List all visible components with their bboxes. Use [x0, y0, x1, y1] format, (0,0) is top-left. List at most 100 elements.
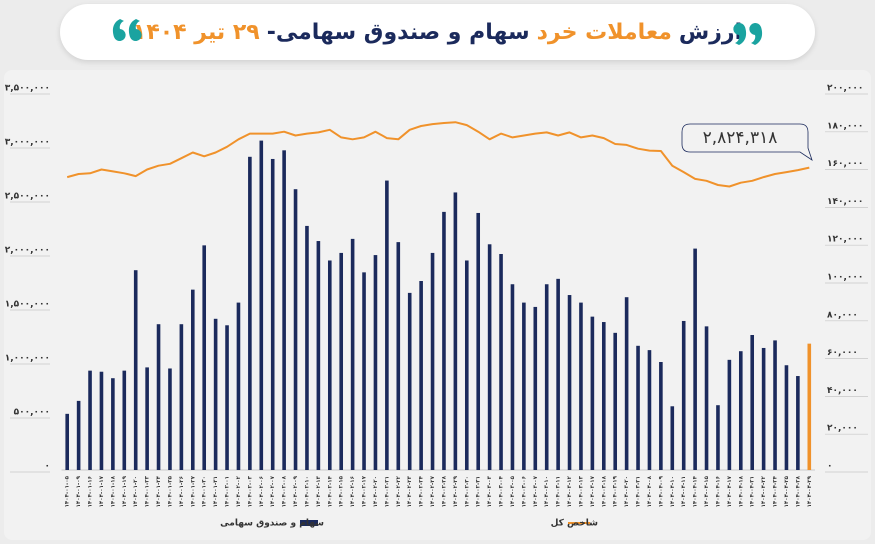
x-tick-label: ۱۴۰۴-۰۲-۲۸ — [442, 475, 448, 507]
x-tick-label: ۱۴۰۴-۰۲-۰۸ — [282, 475, 288, 507]
bar — [179, 324, 184, 470]
x-tick-label: ۱۴۰۴-۰۲-۲۲ — [396, 475, 402, 507]
bar — [396, 242, 401, 470]
bar — [99, 371, 104, 470]
x-tick-label: ۱۴۰۴-۰۳-۰۵ — [510, 475, 516, 507]
quote-icon — [112, 19, 142, 41]
quote-icon — [733, 23, 763, 45]
bar — [727, 359, 732, 470]
bar — [796, 376, 800, 470]
x-tick-label: ۱۴۰۴-۰۳-۲۰ — [624, 476, 630, 507]
annotation: ۲,۸۲۴,۳۱۸ — [703, 128, 778, 148]
bar — [133, 270, 138, 470]
bar — [282, 150, 286, 470]
chart-title: ارزش معاملات خرد سهام و صندوق سهامی- ۲۹ تیر… — [60, 4, 815, 60]
bar — [442, 211, 446, 470]
bar — [750, 335, 755, 470]
x-tick-label: ۱۴۰۴-۰۱-۲۵ — [168, 475, 174, 507]
x-tick-label: ۱۴۰۴-۰۴-۱۴ — [693, 475, 699, 507]
y2-tick-label: ۴۰,۰۰۰ — [827, 386, 858, 396]
bar — [807, 343, 812, 470]
bar — [556, 278, 560, 470]
x-tick-label: ۱۴۰۴-۰۱-۲۴ — [156, 475, 162, 507]
x-tick-label: ۱۴۰۴-۰۴-۰۹ — [658, 475, 664, 507]
bar — [773, 340, 777, 470]
x-tick-label: ۱۴۰۴-۰۴-۱۰ — [670, 476, 676, 507]
x-tick-label: ۱۴۰۴-۰۳-۰۶ — [521, 476, 527, 507]
bar — [487, 244, 492, 470]
chart-background — [4, 70, 871, 540]
x-tick-label: ۱۴۰۴-۰۳-۱۸ — [601, 475, 607, 507]
x-tick-label: ۱۴۰۴-۰۱-۳۱ — [213, 476, 219, 507]
title-part: سهام و صندوق سهامی- — [266, 19, 530, 45]
bar — [202, 245, 207, 470]
bar — [111, 378, 115, 470]
bar — [533, 306, 538, 470]
x-tick-label: ۱۴۰۴-۰۲-۱۴ — [327, 475, 333, 507]
x-tick-label: ۱۴۰۴-۰۴-۱۱ — [681, 476, 687, 507]
bar — [293, 189, 298, 470]
x-tick-label: ۱۴۰۴-۰۳-۰۴ — [499, 475, 505, 507]
x-tick-label: ۱۴۰۴-۰۱-۲۷ — [190, 475, 196, 507]
x-tick-label: ۱۴۰۴-۰۴-۱۶ — [716, 476, 722, 507]
y2-tick-label: ۱۸۰,۰۰۰ — [827, 121, 863, 131]
y2-tick-label: ۱۴۰,۰۰۰ — [827, 197, 863, 207]
bar — [122, 370, 127, 470]
legend-label: سهام و صندوق سهامی — [220, 519, 324, 529]
x-tick-label: ۱۴۰۴-۰۱-۲۳ — [145, 475, 151, 507]
bar — [601, 322, 606, 470]
bar — [156, 324, 161, 470]
bar — [453, 192, 458, 470]
x-tick-label: ۱۴۰۴-۰۲-۱۳ — [316, 475, 322, 507]
bar — [716, 405, 720, 470]
bar — [65, 413, 70, 470]
x-tick-label: ۱۴۰۴-۰۳-۲۱ — [636, 476, 642, 507]
x-tick-label: ۱۴۰۴-۰۴-۲۱ — [750, 476, 756, 507]
y2-tick-label: ۱۰۰,۰۰۰ — [827, 273, 863, 283]
bar — [579, 302, 583, 470]
bar — [419, 281, 423, 470]
x-tick-label: ۱۴۰۴-۰۳-۱۲ — [567, 475, 573, 507]
x-tick-label: ۱۴۰۴-۰۳-۰۳ — [487, 475, 493, 507]
bar — [659, 362, 663, 470]
x-tick-label: ۱۴۰۴-۰۱-۰۹ — [76, 475, 82, 507]
title-part: معاملات خرد — [536, 19, 672, 45]
bar — [236, 302, 241, 470]
x-tick-label: ۱۴۰۴-۰۲-۰۳ — [247, 475, 253, 507]
annotation-box — [681, 123, 813, 161]
x-tick-label: ۱۴۰۴-۰۳-۱۳ — [579, 475, 585, 507]
bar — [784, 365, 789, 470]
y-tick-label: ۳,۵۰۰,۰۰۰ — [5, 84, 50, 94]
y2-tick-label: ۸۰,۰۰۰ — [827, 310, 858, 320]
x-tick-label: ۱۴۰۴-۰۱-۲۰ — [133, 476, 139, 507]
y2-tick-label: ۰ — [827, 462, 833, 472]
bar — [693, 248, 697, 470]
x-tick-label: ۱۴۰۴-۰۴-۲۹ — [807, 475, 813, 507]
index-line — [66, 121, 810, 188]
y2-tick-label: ۱۶۰,۰۰۰ — [827, 159, 863, 169]
x-tick-label: ۱۴۰۴-۰۴-۱۸ — [738, 475, 744, 507]
bar — [248, 156, 252, 471]
bar — [636, 345, 640, 470]
bar — [522, 302, 526, 470]
x-tick-label: ۱۴۰۴-۰۲-۰۷ — [270, 475, 276, 507]
x-tick-label: ۱۴۰۴-۰۳-۱۷ — [590, 475, 596, 507]
x-tick-label: ۱۴۰۴-۰۳-۱۰ — [544, 476, 550, 507]
bar — [168, 368, 172, 470]
x-tick-label: ۱۴۰۴-۰۴-۲۵ — [784, 475, 790, 507]
x-tick-label: ۱۴۰۴-۰۱-۱۹ — [122, 475, 128, 507]
y2-tick-label: ۶۰,۰۰۰ — [827, 348, 858, 358]
bar — [305, 225, 309, 470]
bar — [327, 260, 332, 470]
bar — [590, 316, 595, 470]
bar — [362, 272, 366, 470]
x-tick-label: ۱۴۰۴-۰۲-۱۶ — [350, 476, 356, 507]
bar — [499, 254, 503, 470]
title-part: ۲۹ تیر ۱۴۰۴ — [132, 19, 260, 45]
x-tick-label: ۱۴۰۴-۰۲-۲۴ — [419, 475, 425, 507]
x-tick-label: ۱۴۰۴-۰۲-۰۶ — [259, 476, 265, 507]
bar — [681, 320, 686, 470]
bar — [259, 140, 264, 470]
bar — [145, 367, 149, 470]
